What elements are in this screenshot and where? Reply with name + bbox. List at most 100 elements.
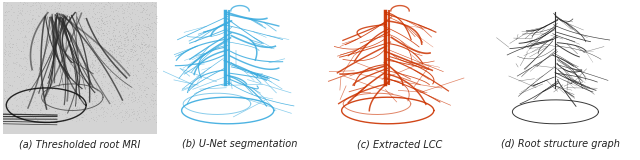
Point (37, 20, 47, 22)
Point (33, 112, 44, 115)
Point (54, 6, 65, 9)
Point (84, 43, 94, 45)
Point (95, 53, 106, 56)
Point (129, 95, 140, 98)
Point (90, 50, 100, 53)
Point (128, 117, 138, 120)
Point (128, 112, 138, 115)
Point (118, 16, 128, 18)
Point (119, 23, 129, 25)
Point (88, 69, 98, 71)
Point (131, 53, 141, 56)
Point (149, 46, 159, 49)
Point (139, 89, 149, 92)
Point (79, 75, 90, 77)
Point (40, 35, 50, 38)
Point (123, 62, 133, 64)
Point (30, 103, 40, 106)
Point (5, 118, 15, 121)
Point (26, 27, 36, 29)
Point (24, 8, 35, 11)
Point (104, 5, 115, 7)
Point (145, 12, 156, 15)
Point (24, 98, 34, 100)
Point (91, 95, 101, 98)
Point (148, 115, 159, 118)
Point (38, 115, 48, 117)
Point (147, 28, 157, 30)
Point (106, 49, 116, 52)
Point (12, 15, 22, 18)
Point (21, 56, 31, 59)
Point (115, 75, 125, 78)
Point (5, 95, 15, 97)
Point (93, 20, 103, 23)
Point (54, 114, 64, 117)
Point (143, 68, 154, 71)
Point (4, 27, 14, 29)
Point (94, 23, 104, 25)
Point (73, 17, 83, 20)
Point (141, 51, 152, 54)
Point (113, 21, 124, 23)
Point (127, 86, 137, 88)
Point (106, 92, 116, 95)
Point (29, 114, 39, 117)
Point (96, 33, 106, 36)
Point (24, 100, 34, 103)
Point (112, 44, 122, 47)
Point (31, 90, 42, 93)
Point (3, 40, 13, 42)
Point (108, 40, 118, 43)
Point (113, 70, 123, 72)
Point (42, 37, 52, 39)
Point (32, 89, 42, 92)
Point (145, 39, 156, 42)
Point (77, 92, 88, 95)
Point (58, 4, 68, 6)
Point (36, 102, 47, 105)
Point (42, 105, 52, 108)
Point (122, 60, 132, 63)
Point (140, 48, 150, 51)
Point (31, 101, 41, 104)
Point (130, 50, 140, 52)
Point (84, 8, 94, 10)
Point (91, 116, 101, 118)
Point (118, 82, 129, 85)
Point (107, 63, 117, 66)
Point (145, 31, 156, 34)
Point (111, 9, 121, 12)
Point (161, 14, 172, 17)
Point (122, 38, 132, 41)
Point (44, 19, 54, 22)
Point (44, 115, 54, 118)
Point (104, 29, 115, 32)
Point (108, 26, 118, 28)
Point (145, 28, 155, 30)
Point (116, 51, 126, 54)
Point (4, 70, 14, 73)
Point (2, 101, 12, 103)
Point (99, 8, 109, 10)
Point (39, 104, 49, 106)
Point (45, 69, 55, 71)
Point (73, 54, 83, 56)
Point (108, 31, 118, 34)
Point (127, 28, 138, 31)
Point (80, 80, 90, 83)
Point (118, 71, 129, 73)
Point (33, 7, 44, 10)
Point (131, 30, 141, 33)
Point (94, 85, 104, 87)
Point (90, 25, 100, 27)
Point (39, 40, 49, 43)
Point (17, 22, 28, 24)
Point (134, 100, 145, 102)
Point (22, 99, 32, 101)
Point (74, 86, 84, 88)
Point (108, 55, 118, 57)
Point (85, 86, 95, 88)
Point (33, 39, 44, 42)
Point (73, 41, 83, 44)
